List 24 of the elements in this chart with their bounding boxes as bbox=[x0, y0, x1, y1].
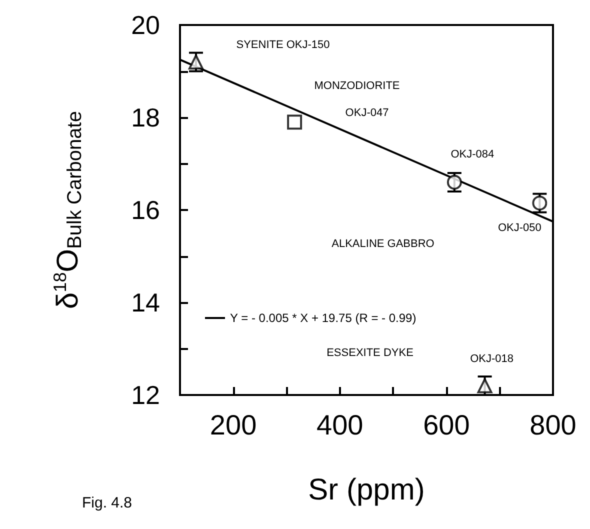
y-tick-label: 20 bbox=[131, 10, 160, 40]
x-tick-label: 400 bbox=[316, 410, 364, 440]
point bbox=[287, 114, 302, 130]
x-tick-label: 200 bbox=[210, 410, 257, 440]
y-axis-title: δ18OBulk Carbonate bbox=[50, 111, 86, 309]
annotation: ESSEXITE DYKE bbox=[326, 347, 414, 359]
x-tick-label: 800 bbox=[530, 410, 576, 440]
x-axis-title: Sr (ppm) bbox=[308, 474, 425, 506]
point bbox=[532, 196, 548, 211]
y-tick-label: 14 bbox=[131, 288, 160, 318]
annotation: OKJ-047 bbox=[345, 107, 389, 119]
annotation: OKJ-084 bbox=[450, 148, 494, 160]
x-tick-label: 600 bbox=[423, 410, 470, 440]
y-tick-label: 12 bbox=[131, 380, 160, 410]
annotation: MONZODIORITE bbox=[314, 80, 400, 92]
y-tick-label: 16 bbox=[131, 195, 160, 225]
caption: Fig. 4.8 bbox=[82, 494, 132, 512]
annotation: OKJ-018 bbox=[470, 352, 514, 365]
annotation: OKJ-050 bbox=[498, 222, 542, 234]
annotation: SYENITE OKJ-150 bbox=[236, 39, 330, 51]
y-tick-label: 18 bbox=[131, 102, 160, 132]
point bbox=[188, 54, 204, 70]
legend-label: Y = - 0.005 * X + 19.75 (R = - 0.99) bbox=[230, 311, 416, 325]
annotation: ALKALINE GABBRO bbox=[332, 238, 435, 250]
